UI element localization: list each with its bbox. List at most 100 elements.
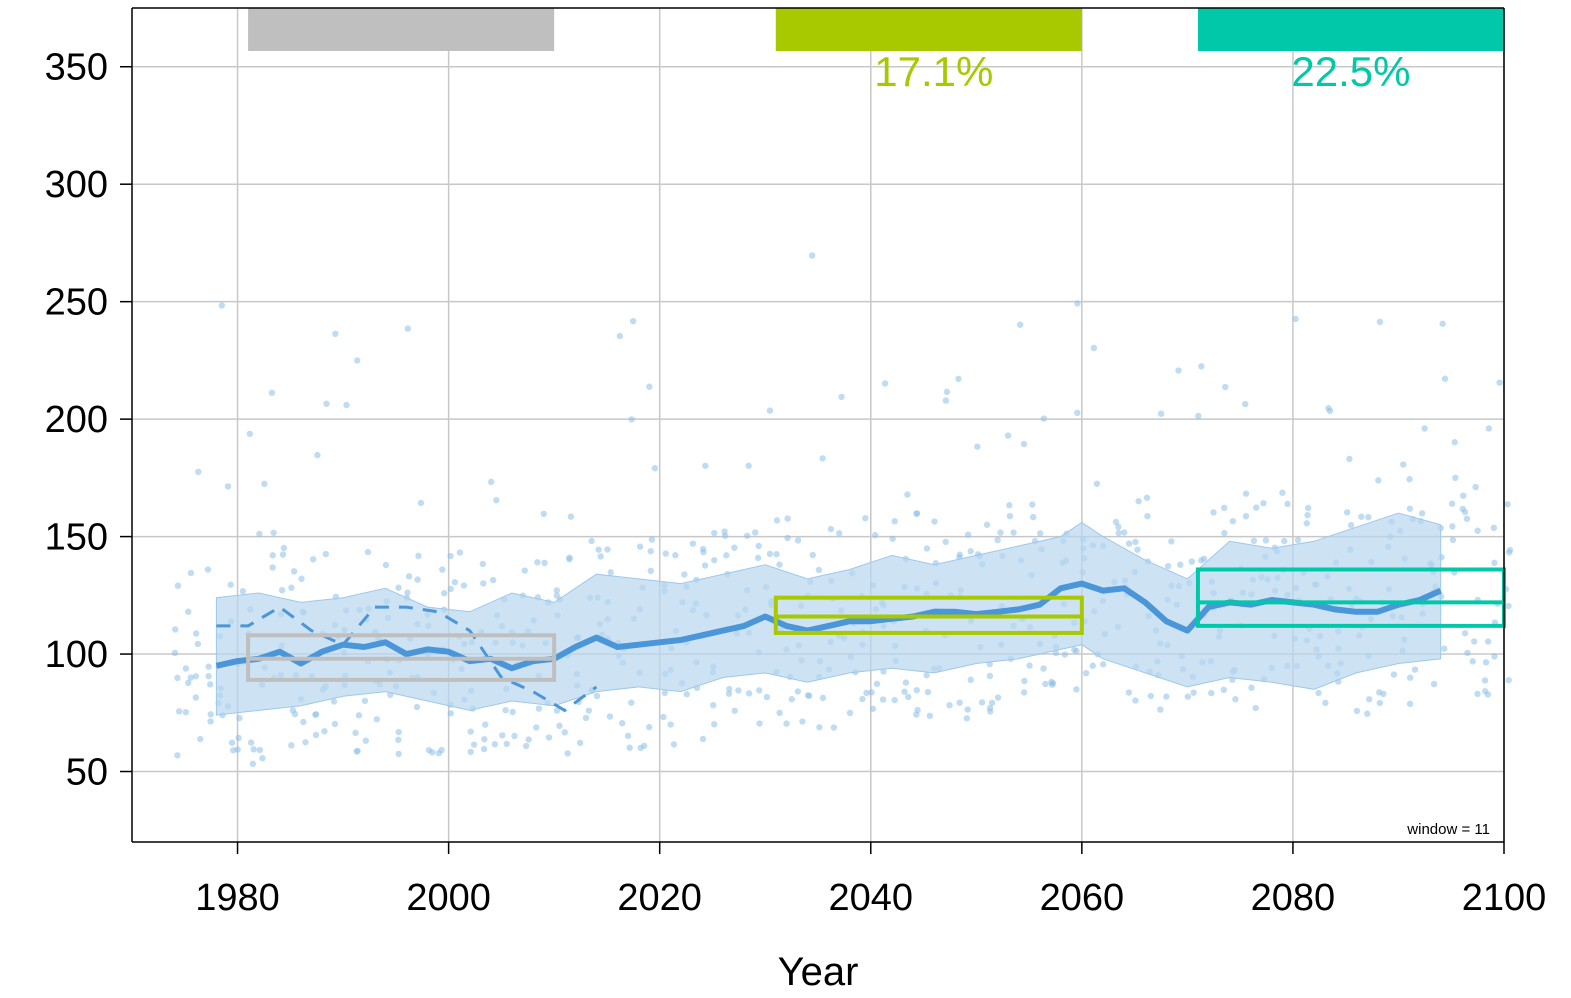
data-point	[754, 554, 762, 562]
data-point	[624, 732, 632, 740]
data-point	[783, 720, 790, 727]
data-point	[1099, 661, 1107, 668]
data-point	[974, 443, 981, 450]
data-point	[804, 692, 812, 699]
data-point	[726, 685, 733, 693]
data-point	[997, 529, 1004, 536]
data-point	[382, 561, 390, 569]
data-point	[1411, 666, 1419, 673]
y-tick-label: 300	[45, 164, 108, 206]
observed-line	[216, 605, 598, 713]
data-point	[415, 552, 422, 560]
data-point	[1472, 483, 1479, 491]
data-point	[302, 739, 309, 746]
data-point	[731, 707, 738, 714]
data-point	[1164, 562, 1172, 570]
data-point	[1121, 529, 1128, 536]
data-point	[815, 566, 823, 574]
data-point	[629, 317, 637, 325]
data-point	[889, 535, 896, 542]
data-point	[1036, 530, 1044, 537]
data-point	[869, 705, 877, 712]
data-point	[1347, 521, 1355, 529]
data-point	[1504, 501, 1511, 508]
data-point	[773, 517, 781, 524]
data-point	[1143, 494, 1151, 501]
data-point	[963, 715, 970, 722]
data-point	[1294, 536, 1302, 544]
data-point	[1474, 690, 1481, 698]
data-point	[1040, 415, 1047, 422]
data-point	[511, 732, 518, 740]
data-point	[880, 668, 887, 675]
data-point	[312, 711, 319, 718]
data-point	[1343, 509, 1351, 516]
data-point	[994, 536, 1001, 544]
data-point	[776, 709, 783, 717]
data-point	[648, 536, 656, 543]
data-point	[683, 691, 690, 698]
data-point	[456, 549, 464, 556]
data-point	[1042, 680, 1049, 688]
data-point	[1030, 513, 1037, 521]
data-point	[1048, 681, 1056, 688]
x-tick-label: 2100	[1462, 877, 1547, 919]
data-point	[983, 521, 991, 528]
period-boxes	[246, 8, 1506, 682]
data-point	[298, 575, 305, 583]
data-point	[967, 676, 974, 684]
data-point	[1125, 540, 1133, 547]
data-point	[667, 721, 674, 728]
data-point	[879, 696, 887, 703]
x-tick-label: 2080	[1251, 877, 1336, 919]
data-point	[1190, 689, 1197, 696]
data-point	[535, 705, 543, 712]
data-point	[626, 744, 633, 751]
data-point	[1232, 696, 1239, 703]
data-point	[710, 702, 717, 709]
data-point	[288, 742, 295, 749]
data-point	[1326, 407, 1334, 415]
data-point	[447, 552, 454, 560]
data-point	[567, 513, 575, 520]
data-point	[218, 302, 226, 309]
data-point	[946, 701, 953, 709]
data-point	[197, 735, 204, 743]
data-point	[723, 552, 730, 559]
data-point	[595, 546, 602, 553]
data-point	[1304, 511, 1311, 519]
data-point	[585, 707, 593, 714]
data-point	[247, 739, 255, 746]
data-point	[482, 721, 489, 728]
data-point	[1449, 523, 1456, 530]
data-point	[1253, 504, 1260, 511]
data-point	[1073, 686, 1080, 693]
window-label: window = 11	[1406, 821, 1490, 838]
data-point	[447, 585, 454, 593]
data-point	[745, 462, 752, 469]
data-point	[964, 531, 972, 538]
data-point	[978, 699, 986, 706]
data-point	[195, 468, 202, 476]
data-point	[187, 674, 195, 681]
data-point	[1400, 461, 1407, 468]
data-point	[964, 706, 971, 713]
data-point	[926, 712, 934, 719]
data-point	[499, 732, 506, 739]
data-point	[904, 491, 911, 498]
data-point	[205, 673, 212, 680]
data-point	[752, 529, 759, 536]
x-tick-label: 2000	[406, 877, 491, 919]
data-point	[207, 711, 214, 718]
data-point	[480, 745, 488, 753]
data-point	[451, 579, 459, 586]
data-point	[838, 393, 845, 401]
data-point	[395, 736, 402, 744]
data-point	[672, 552, 679, 559]
data-point	[943, 388, 951, 396]
data-point	[942, 397, 950, 404]
data-point	[830, 724, 838, 731]
baseline-header-bar	[248, 8, 555, 51]
data-point	[1020, 440, 1028, 448]
data-point	[467, 728, 474, 735]
